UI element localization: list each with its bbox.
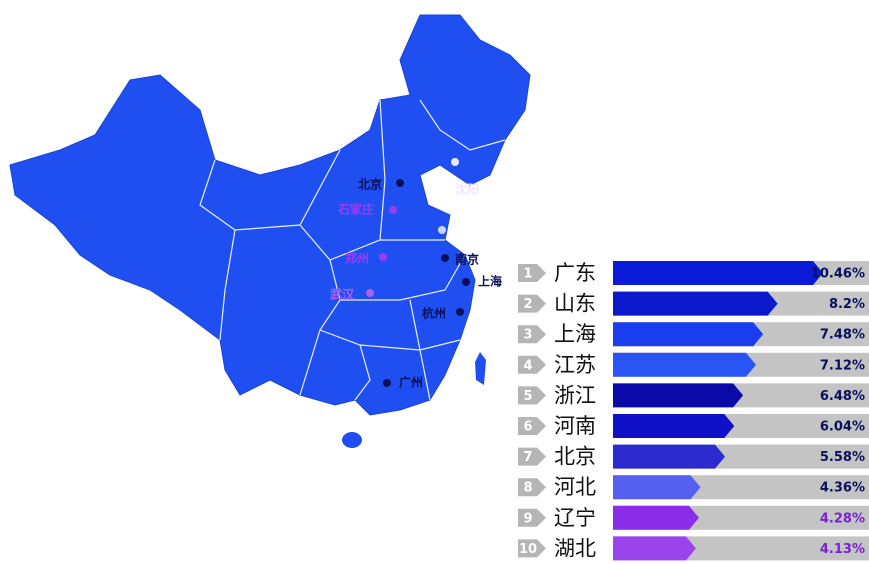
province-border xyxy=(219,229,236,341)
rank-number: 5 xyxy=(523,389,532,404)
region-name: 山东 xyxy=(554,292,596,316)
rank-badge xyxy=(518,355,546,374)
bar xyxy=(613,322,764,347)
province-border xyxy=(379,99,386,241)
city-label: 上海 xyxy=(478,274,502,289)
city-label: 北京 xyxy=(358,177,382,192)
value-label: 10.46% xyxy=(811,267,865,282)
city-dot xyxy=(366,289,374,297)
value-label: 4.36% xyxy=(820,481,865,496)
rank-number: 6 xyxy=(523,420,532,435)
region-name: 辽宁 xyxy=(554,506,596,530)
rank-badge xyxy=(518,539,546,558)
value-label: 4.28% xyxy=(820,511,865,526)
rank-number: 7 xyxy=(523,450,532,465)
city-label: 广州 xyxy=(399,375,423,390)
city-dot xyxy=(396,179,404,187)
rank-number: 2 xyxy=(523,297,532,312)
city-label: 杭州 xyxy=(422,306,446,321)
rank-number: 10 xyxy=(519,542,537,557)
rank-number: 8 xyxy=(523,481,532,496)
region-name: 河南 xyxy=(554,414,596,438)
value-label: 6.48% xyxy=(820,389,865,404)
region-name: 江苏 xyxy=(554,353,596,377)
region-name: 广东 xyxy=(554,261,596,285)
city-dot xyxy=(441,254,449,262)
city-label: 济南 xyxy=(452,224,476,239)
rank-badge xyxy=(518,325,546,344)
region-name: 上海 xyxy=(554,322,596,346)
city-label: 郑州 xyxy=(345,251,369,266)
bar xyxy=(613,505,699,530)
province-border xyxy=(329,239,445,261)
bar xyxy=(613,352,756,377)
province-border xyxy=(419,99,506,151)
city-dot xyxy=(389,206,397,214)
city-dot xyxy=(379,253,387,261)
china-map xyxy=(9,14,531,448)
value-label: 5.58% xyxy=(820,450,865,465)
rank-badge xyxy=(518,417,546,435)
city-dot xyxy=(438,226,446,234)
province-border xyxy=(340,254,466,301)
rank-number: 3 xyxy=(523,328,532,343)
province-border xyxy=(354,344,371,401)
city-dot xyxy=(451,158,459,166)
province-border xyxy=(319,329,461,351)
bar xyxy=(613,291,778,316)
bar xyxy=(613,261,823,285)
bar xyxy=(613,475,701,500)
rank-number: 9 xyxy=(523,511,532,526)
value-label: 7.48% xyxy=(820,328,865,343)
rank-number: 4 xyxy=(523,358,532,373)
rank-badge xyxy=(518,386,546,405)
rank-number: 1 xyxy=(523,267,532,282)
city-label: 南京 xyxy=(455,252,479,267)
hainan xyxy=(342,432,362,448)
region-name: 河北 xyxy=(554,475,596,499)
region-name: 湖北 xyxy=(554,536,596,560)
region-name: 北京 xyxy=(554,445,596,469)
city-dot xyxy=(462,278,470,286)
city-label: 沈阳 xyxy=(455,182,479,197)
bar xyxy=(613,536,696,561)
taiwan xyxy=(475,352,486,385)
value-label: 4.13% xyxy=(820,542,865,557)
value-label: 7.12% xyxy=(820,358,865,373)
city-dot xyxy=(456,308,464,316)
bar xyxy=(613,444,726,469)
mainland xyxy=(9,14,531,416)
bar xyxy=(613,414,735,438)
city-dot xyxy=(383,379,391,387)
province-border xyxy=(409,299,431,401)
rank-badge xyxy=(518,294,546,313)
value-label: 8.2% xyxy=(829,297,865,312)
bar xyxy=(613,383,744,408)
city-label: 石家庄 xyxy=(337,202,374,217)
rank-badge xyxy=(518,508,546,527)
value-label: 6.04% xyxy=(820,420,865,435)
region-name: 浙江 xyxy=(554,383,596,407)
rank-badge xyxy=(518,478,546,497)
rank-badge xyxy=(518,264,546,282)
rank-badge xyxy=(518,447,546,466)
city-label: 武汉 xyxy=(330,287,355,302)
